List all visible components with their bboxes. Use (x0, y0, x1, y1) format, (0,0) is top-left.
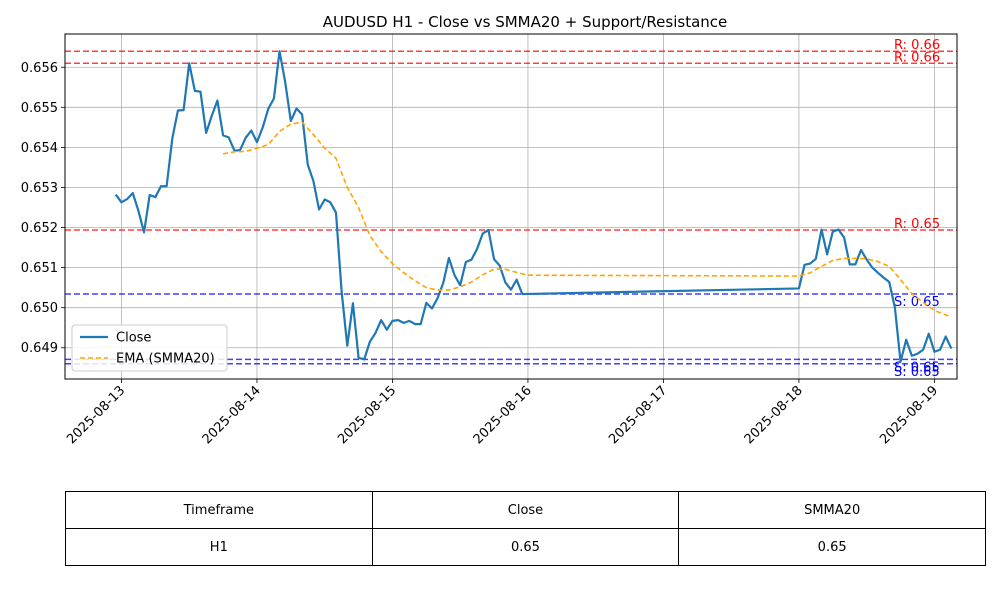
x-tick-label: 2025-08-15 (335, 383, 399, 447)
support-label: S: 0.65 (894, 365, 940, 380)
table-header-cell: SMMA20 (678, 491, 986, 529)
x-tick-label: 2025-08-14 (200, 383, 264, 447)
y-tick-label: 0.655 (21, 101, 58, 116)
support-label: S: 0.65 (894, 295, 940, 310)
table-header-row: Timeframe Close SMMA20 (65, 491, 986, 529)
summary-table: Timeframe Close SMMA20 H1 0.65 0.65 (65, 491, 986, 566)
table-row: H1 0.65 0.65 (65, 528, 986, 566)
chart-title: AUDUSD H1 - Close vs SMMA20 + Support/Re… (323, 13, 728, 31)
legend: Close EMA (SMMA20) (71, 324, 228, 372)
table-header-cell: Timeframe (65, 491, 373, 529)
table-cell-smma: 0.65 (678, 528, 986, 566)
y-tick-label: 0.649 (21, 341, 58, 356)
smma20-line (222, 121, 952, 318)
y-tick-label: 0.652 (21, 221, 58, 236)
y-tick-label: 0.656 (21, 61, 58, 76)
legend-box (71, 324, 228, 372)
legend-close-label: Close (116, 331, 151, 346)
series (114, 50, 953, 363)
x-axis: 2025-08-13 2025-08-14 2025-08-15 2025-08-16… (64, 379, 941, 447)
x-tick-label: 2025-08-17 (606, 383, 670, 447)
x-tick-label: 2025-08-18 (742, 383, 806, 447)
y-tick-label: 0.653 (21, 181, 58, 196)
legend-smma-label: EMA (SMMA20) (116, 352, 215, 367)
x-tick-label: 2025-08-16 (471, 383, 535, 447)
close-line (114, 50, 953, 363)
plot-frame (64, 33, 958, 380)
x-tick-label: 2025-08-13 (64, 383, 128, 447)
resistance-label: R: 0.66 (894, 38, 940, 53)
y-tick-label: 0.654 (21, 141, 58, 156)
y-tick-label: 0.651 (21, 261, 58, 276)
y-axis: 0.649 0.650 0.651 0.652 0.653 0.654 0.655 0.656 (21, 61, 65, 356)
resistance-label: R: 0.66 (894, 50, 940, 65)
x-tick-label: 2025-08-19 (877, 383, 941, 447)
y-tick-label: 0.650 (21, 301, 58, 316)
table-cell-timeframe: H1 (65, 528, 373, 566)
table-cell-close: 0.65 (371, 528, 680, 566)
table-header-cell: Close (371, 491, 680, 529)
resistance-label: R: 0.65 (894, 217, 940, 232)
